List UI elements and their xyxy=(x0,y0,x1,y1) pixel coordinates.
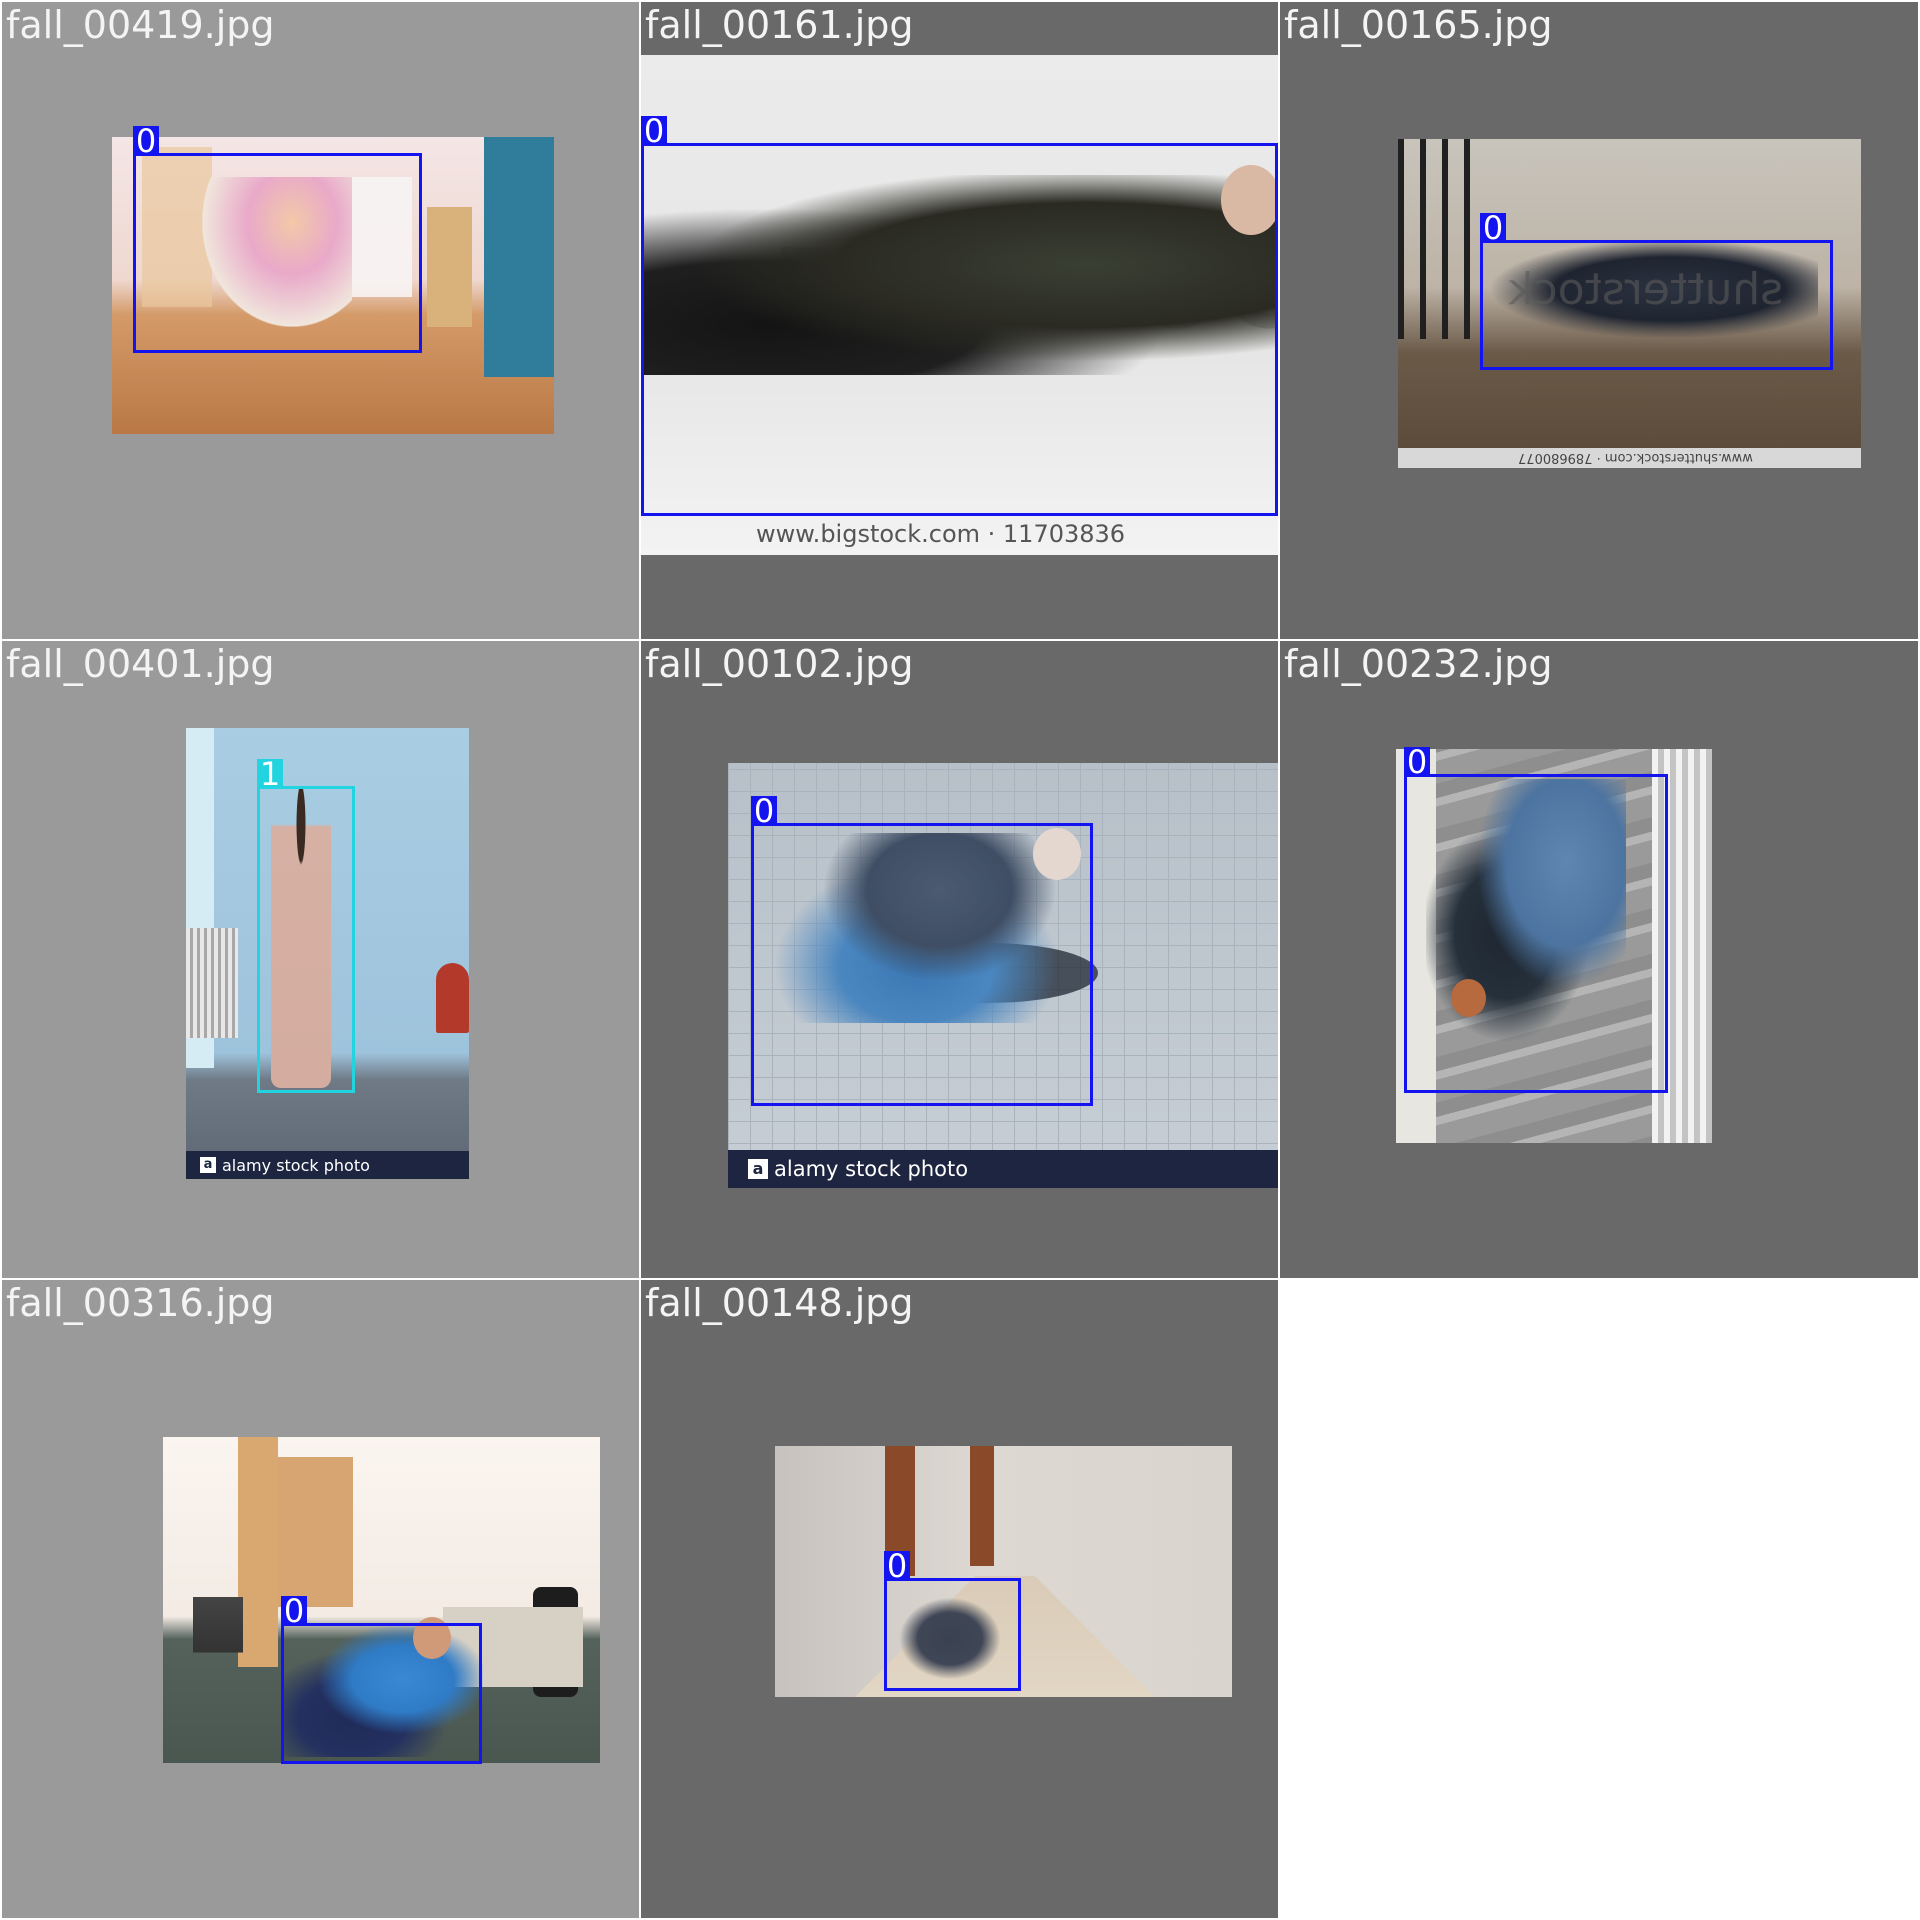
detection-box: 1 xyxy=(257,758,355,1093)
image-tile: fall_00316.jpg 0 xyxy=(2,1280,639,1918)
caption-text: www.bigstock.com · 11703836 xyxy=(756,520,1126,548)
person xyxy=(1488,239,1818,339)
class-label: 0 xyxy=(133,125,159,157)
photo xyxy=(163,1437,600,1763)
person xyxy=(202,177,352,327)
class-label: 1 xyxy=(257,758,283,790)
photo xyxy=(1396,749,1712,1143)
image-filename: fall_00419.jpg xyxy=(6,3,275,47)
photo: BIGSTOCK www.bigstock.com · 11703836 xyxy=(641,55,1278,555)
class-label: 0 xyxy=(884,1550,910,1582)
stair-railing xyxy=(1398,139,1478,339)
image-filename: fall_00148.jpg xyxy=(645,1281,914,1325)
red-chair xyxy=(436,963,469,1033)
class-label: 0 xyxy=(1404,746,1430,778)
image-tile: fall_00161.jpg BIGSTOCK www.bigstock.com… xyxy=(641,2,1278,639)
armchair xyxy=(484,137,554,377)
image-tile: fall_00148.jpg 0 xyxy=(641,1280,1278,1918)
cabinet xyxy=(238,1437,278,1667)
image-filename: fall_00232.jpg xyxy=(1284,642,1553,686)
alamy-logo-icon: a xyxy=(200,1157,216,1173)
caption-text: www.shutterstock.com · 789680077 xyxy=(1518,450,1753,465)
caption-text: alamy stock photo xyxy=(774,1157,969,1181)
person xyxy=(641,175,1278,375)
photo xyxy=(775,1446,1232,1697)
alamy-logo-icon: a xyxy=(748,1159,768,1179)
detection-box: 0 xyxy=(133,125,422,353)
image-tile: fall_00232.jpg 0 xyxy=(1280,641,1918,1278)
image-tile: fall_00419.jpg 0 xyxy=(2,2,639,639)
class-label: 0 xyxy=(641,115,667,147)
photo xyxy=(112,137,554,434)
watermark-bar: a alamy stock photo xyxy=(186,1151,469,1179)
head xyxy=(1221,165,1278,235)
image-filename: fall_00102.jpg xyxy=(645,642,914,686)
caption-strip xyxy=(1398,448,1861,468)
image-filename: fall_00401.jpg xyxy=(6,642,275,686)
image-filename: fall_00165.jpg xyxy=(1284,3,1553,47)
detection-box: 0 xyxy=(1480,212,1833,370)
watermark-bar: a alamy stock photo xyxy=(728,1150,1278,1188)
class-label: 0 xyxy=(281,1595,307,1627)
image-filename: fall_00316.jpg xyxy=(6,1281,275,1325)
class-label: 0 xyxy=(751,795,777,827)
detection-box: 0 xyxy=(281,1595,482,1764)
detection-box: 0 xyxy=(751,795,1093,1106)
photo: a alamy stock photo xyxy=(728,763,1278,1188)
head xyxy=(1033,828,1081,880)
door xyxy=(970,1446,994,1566)
shelf xyxy=(142,147,212,307)
person xyxy=(271,788,331,1088)
image-tile: fall_00102.jpg a alamy stock photo 0 xyxy=(641,641,1278,1278)
image-filename: fall_00161.jpg xyxy=(645,3,914,47)
detection-box: 0 xyxy=(641,115,1278,516)
class-label: 0 xyxy=(1480,212,1506,244)
photo: a alamy stock photo xyxy=(186,728,469,1179)
detection-box: 0 xyxy=(884,1550,1021,1691)
stair-railing xyxy=(1652,749,1712,1143)
photo: shutterstock www.shutterstock.com · 7896… xyxy=(1398,139,1861,468)
person xyxy=(885,1586,1015,1691)
detection-box: 0 xyxy=(1404,746,1668,1093)
radiator xyxy=(186,928,238,1038)
person xyxy=(283,1627,483,1757)
image-tile: fall_00165.jpg shutterstock www.shutters… xyxy=(1280,2,1918,639)
head xyxy=(1451,979,1486,1017)
door xyxy=(273,1457,353,1607)
caption-text: alamy stock photo xyxy=(222,1155,370,1175)
chair xyxy=(427,207,472,327)
image-tile: fall_00401.jpg a alamy stock photo 1 xyxy=(2,641,639,1278)
chair xyxy=(193,1597,243,1707)
